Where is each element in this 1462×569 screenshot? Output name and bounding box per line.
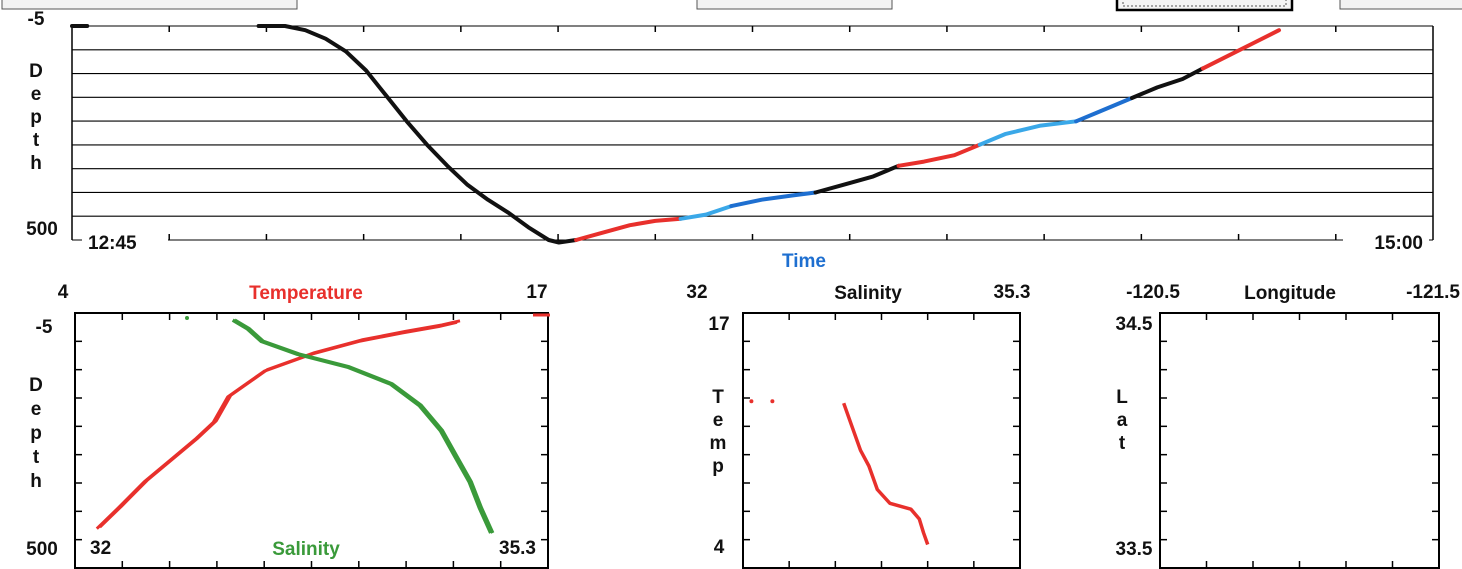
sal-x-max-label: 35.3 — [499, 538, 536, 559]
ts-plot-frame — [742, 312, 1021, 569]
start-time-label: 12:45 — [88, 233, 137, 254]
ts-x-min-label: 32 — [686, 282, 707, 303]
lat-lon-plot-frame — [1159, 312, 1440, 569]
toolbar-button-2[interactable] — [696, 0, 893, 10]
profile-ticks — [75, 313, 548, 568]
depth-time-ylabel-letter: h — [30, 153, 42, 174]
ts-line — [842, 402, 930, 546]
lat-ylabel-letter: L — [1116, 387, 1128, 408]
salinity-profile-line — [233, 318, 495, 534]
toolbar-button-3[interactable] — [1115, 0, 1294, 12]
depth-time-series-line — [896, 142, 982, 168]
depth-time-y-bottom-label: 500 — [26, 219, 58, 240]
depth-time-series-line — [574, 216, 683, 242]
lat-ylabel-letter: a — [1117, 410, 1128, 431]
ts-series — [749, 399, 930, 546]
time-label-bg — [768, 248, 840, 270]
profile-series — [95, 313, 550, 534]
ts-ylabel-letter: T — [712, 387, 724, 408]
depth-time-ticks — [168, 26, 1337, 240]
temperature-title: Temperature — [249, 283, 363, 304]
depth-time-series-line — [1074, 96, 1134, 124]
depth-time-series-line — [729, 190, 818, 209]
profile-ylabel-letter: t — [33, 447, 40, 468]
lat-ylabel: Lat — [1116, 387, 1128, 454]
ts-point — [749, 399, 754, 404]
depth-time-ylabel-letter: D — [29, 61, 43, 82]
temperature-profile-line — [98, 319, 461, 529]
profile-y-top-label: -5 — [36, 317, 53, 338]
lon-right-label: -121.5 — [1406, 282, 1460, 303]
ts-ylabel: Temp — [710, 387, 727, 477]
ts-ylabel-letter: m — [710, 433, 727, 454]
lat-bottom-label: 33.5 — [1116, 539, 1153, 560]
lat-lon-chart: -120.5 Longitude -121.5 34.5 33.5 Lat — [1116, 282, 1460, 569]
depth-time-ylabel-letter: p — [30, 107, 42, 128]
salinity-axis-label: Salinity — [272, 539, 340, 560]
depth-time-series-line — [256, 24, 579, 245]
salinity-point — [185, 316, 189, 320]
lat-top-label: 34.5 — [1116, 314, 1153, 335]
ts-y-top-label: 17 — [708, 314, 729, 335]
profile-ylabel-letter: D — [29, 375, 43, 396]
sal-x-min-label: 32 — [90, 538, 111, 559]
depth-time-series-line — [678, 204, 734, 221]
time-axis-label: Time — [782, 251, 826, 272]
profile-ylabel-letter: h — [30, 471, 42, 492]
lon-left-label: -120.5 — [1126, 282, 1180, 303]
depth-time-series-line — [977, 119, 1079, 147]
toolbar — [1, 0, 1462, 12]
ts-ylabel-letter: e — [713, 410, 724, 431]
lat-lon-ticks — [1160, 313, 1439, 568]
end-time-label-bg — [1343, 228, 1429, 254]
ts-ylabel-letter: p — [712, 456, 724, 477]
depth-time-grid — [71, 25, 1434, 241]
depth-time-ylabel-letter: t — [33, 130, 40, 151]
depth-time-series — [70, 24, 1281, 245]
depth-time-series-line — [1129, 66, 1205, 100]
longitude-title: Longitude — [1244, 283, 1336, 304]
profile-ylabel-letter: e — [31, 399, 42, 420]
temp-x-max-label: 17 — [526, 282, 547, 303]
profile-ylabel-letter: p — [30, 423, 42, 444]
profile-y-bottom-label: 500 — [26, 539, 58, 560]
toolbar-button-4[interactable] — [1339, 0, 1462, 10]
ts-point — [770, 399, 775, 404]
ts-y-bottom-label: 4 — [714, 537, 725, 558]
ts-title: Salinity — [834, 283, 902, 304]
toolbar-button-1[interactable] — [1, 0, 298, 10]
depth-time-y-top-label: -5 — [28, 9, 45, 30]
ts-diagram-chart: 32 Salinity 35.3 17 4 Temp — [686, 282, 1031, 569]
lat-ylabel-letter: t — [1119, 433, 1126, 454]
temp-x-min-label: 4 — [58, 282, 69, 303]
ts-x-max-label: 35.3 — [994, 282, 1031, 303]
depth-time-ylabel-letter: e — [31, 84, 42, 105]
ts-ticks — [743, 313, 1020, 568]
profile-plot-frame — [74, 312, 549, 569]
toolbar-button-3-focus — [1122, 0, 1287, 7]
start-time-label-bg — [82, 228, 168, 254]
depth-time-series-line — [813, 163, 901, 195]
end-time-label: 15:00 — [1374, 233, 1423, 254]
depth-time-series-line — [1200, 28, 1281, 71]
